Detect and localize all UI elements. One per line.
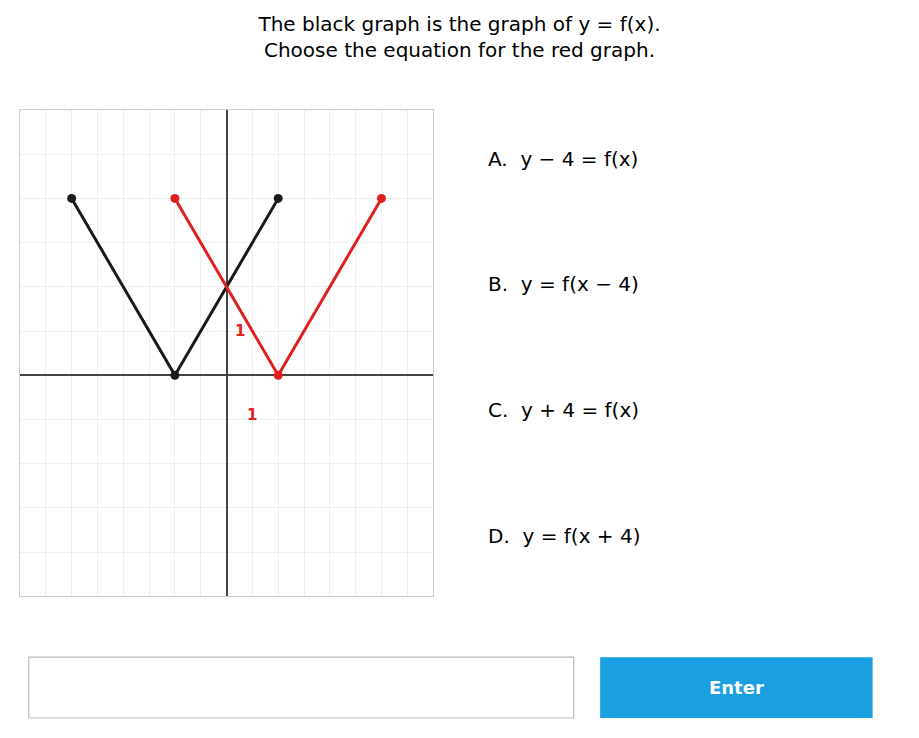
svg-text:1: 1 [235,322,245,340]
svg-text:C. y + 4 = f(x): C. y + 4 = f(x) [488,398,639,422]
svg-text:A. y − 4 = f(x): A. y − 4 = f(x) [488,147,638,171]
svg-text:B. y = f(x − 4): B. y = f(x − 4) [488,272,639,296]
svg-text:Enter: Enter [709,677,764,698]
svg-text:D. y = f(x + 4): D. y = f(x + 4) [488,524,640,548]
svg-text:The black graph is the graph o: The black graph is the graph of y = f(x)… [257,12,660,62]
svg-text:1: 1 [247,406,257,424]
